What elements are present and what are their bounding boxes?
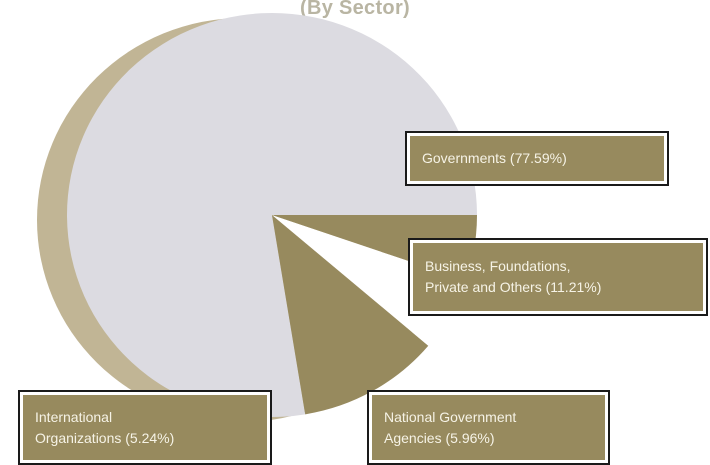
national-agencies-label-line-1: National Government xyxy=(384,408,517,425)
slice-business xyxy=(272,215,429,415)
business-label-line-1: Business, Foundations, xyxy=(425,258,571,274)
business-label-fill: Business, Foundations, Private and Other… xyxy=(413,243,703,311)
international-orgs-label-fill: International Organizations (5.24%) xyxy=(23,395,267,460)
business-label: Business, Foundations, Private and Other… xyxy=(408,238,708,316)
national-agencies-label-line-2: Agencies (5.96%) xyxy=(384,429,495,446)
business-label-line-2: Private and Others (11.21%) xyxy=(425,279,602,295)
international-orgs-label: International Organizations (5.24%) xyxy=(18,390,272,465)
international-orgs-label-line-2: Organizations (5.24%) xyxy=(35,429,175,446)
international-orgs-label-line-1: International xyxy=(35,408,113,425)
national-agencies-label-fill: National Government Agencies (5.96%) xyxy=(372,395,605,460)
governments-label: Governments (77.59%) xyxy=(405,131,669,186)
slice-governments xyxy=(67,12,477,417)
governments-label-fill: Governments (77.59%) xyxy=(410,136,664,181)
chart-title: (By Sector) xyxy=(300,0,410,19)
governments-label-text: Governments (77.59%) xyxy=(422,150,567,166)
national-agencies-label: National Government Agencies (5.96%) xyxy=(367,390,610,465)
